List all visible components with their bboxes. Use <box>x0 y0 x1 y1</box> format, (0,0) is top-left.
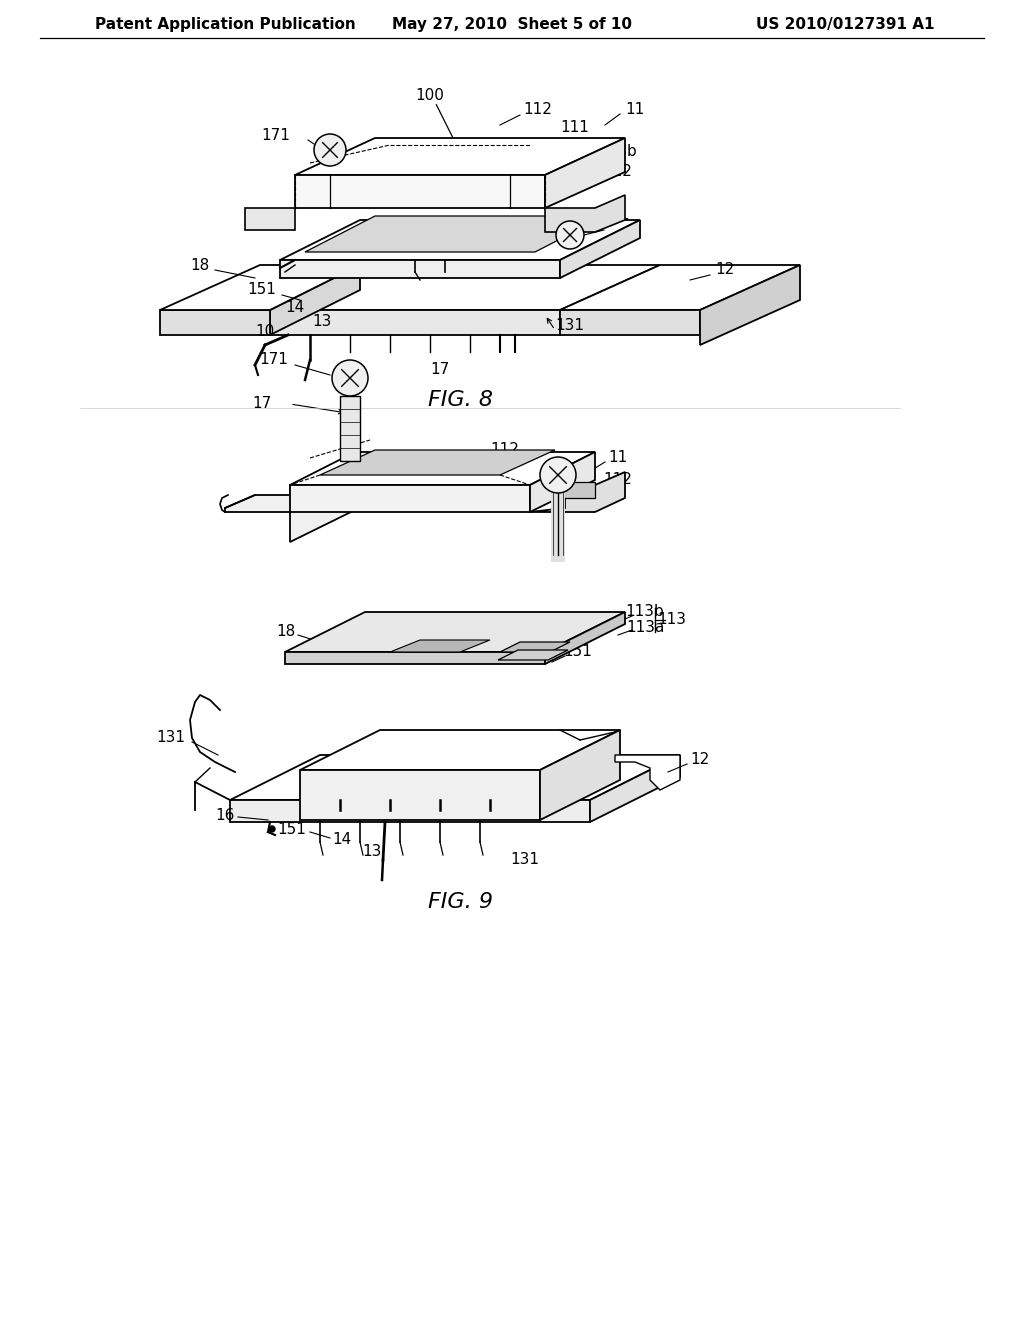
Polygon shape <box>290 484 530 512</box>
Text: 171: 171 <box>261 128 291 143</box>
Polygon shape <box>530 473 625 512</box>
Text: 18: 18 <box>276 624 296 639</box>
Polygon shape <box>560 310 700 335</box>
Polygon shape <box>700 265 800 345</box>
Text: FIG. 9: FIG. 9 <box>427 892 493 912</box>
Text: 13: 13 <box>362 845 382 859</box>
Text: 17: 17 <box>430 363 450 378</box>
Polygon shape <box>285 612 625 652</box>
Polygon shape <box>545 195 625 232</box>
Text: 12: 12 <box>716 263 734 277</box>
Polygon shape <box>270 265 660 310</box>
Text: 100: 100 <box>416 87 444 103</box>
Text: 131: 131 <box>555 318 585 333</box>
Text: 11: 11 <box>626 103 645 117</box>
Text: 14: 14 <box>333 833 351 847</box>
Polygon shape <box>590 755 680 822</box>
Text: 10: 10 <box>255 325 274 339</box>
Polygon shape <box>300 730 620 770</box>
Text: Patent Application Publication: Patent Application Publication <box>95 17 355 33</box>
Polygon shape <box>230 800 590 822</box>
Text: 14: 14 <box>286 301 304 315</box>
Polygon shape <box>245 209 295 230</box>
Polygon shape <box>545 612 625 664</box>
Text: 12: 12 <box>690 752 710 767</box>
Text: 113b: 113b <box>626 605 665 619</box>
Wedge shape <box>333 378 367 396</box>
Text: 11: 11 <box>608 450 628 466</box>
Text: 112: 112 <box>523 103 552 117</box>
Text: 151: 151 <box>563 644 593 660</box>
Text: 151: 151 <box>248 282 276 297</box>
Polygon shape <box>560 220 640 279</box>
Polygon shape <box>270 310 560 335</box>
Polygon shape <box>530 451 595 512</box>
Circle shape <box>269 826 275 832</box>
Text: 131: 131 <box>511 853 540 867</box>
Text: 111: 111 <box>560 120 590 136</box>
Polygon shape <box>225 484 355 543</box>
Text: 17: 17 <box>253 396 272 412</box>
Text: FIG. 8: FIG. 8 <box>427 389 493 411</box>
Polygon shape <box>498 649 568 660</box>
Wedge shape <box>315 150 345 166</box>
Text: 13: 13 <box>312 314 332 330</box>
Text: 112: 112 <box>603 473 633 487</box>
Text: 112: 112 <box>603 165 633 180</box>
Text: 113b: 113b <box>599 144 637 160</box>
Polygon shape <box>540 730 620 820</box>
Text: 112: 112 <box>490 442 519 458</box>
Circle shape <box>540 457 575 492</box>
Polygon shape <box>300 770 540 820</box>
Text: 131: 131 <box>156 730 185 746</box>
Polygon shape <box>160 310 270 335</box>
Wedge shape <box>557 235 583 249</box>
Text: 171: 171 <box>603 218 633 232</box>
Wedge shape <box>541 475 574 492</box>
Polygon shape <box>340 396 359 461</box>
Polygon shape <box>285 652 545 664</box>
Polygon shape <box>615 755 680 789</box>
Text: US 2010/0127391 A1: US 2010/0127391 A1 <box>757 17 935 33</box>
Polygon shape <box>545 139 625 209</box>
Text: 111: 111 <box>527 458 556 473</box>
Polygon shape <box>500 642 570 652</box>
Polygon shape <box>295 176 545 209</box>
Text: 151: 151 <box>278 822 306 837</box>
Polygon shape <box>560 265 800 310</box>
Text: 113a: 113a <box>626 620 665 635</box>
Polygon shape <box>280 260 560 279</box>
Text: 18: 18 <box>190 257 210 272</box>
Circle shape <box>332 360 368 396</box>
Polygon shape <box>295 139 625 176</box>
Polygon shape <box>319 450 555 475</box>
Polygon shape <box>290 451 595 484</box>
Text: 16: 16 <box>215 808 234 822</box>
Polygon shape <box>555 482 595 498</box>
Circle shape <box>556 220 584 249</box>
Text: 113: 113 <box>657 612 686 627</box>
Circle shape <box>314 135 346 166</box>
Text: 171: 171 <box>435 465 465 479</box>
Text: 171: 171 <box>259 352 288 367</box>
Text: May 27, 2010  Sheet 5 of 10: May 27, 2010 Sheet 5 of 10 <box>392 17 632 33</box>
Polygon shape <box>305 216 605 252</box>
Polygon shape <box>160 265 360 310</box>
Polygon shape <box>230 755 680 800</box>
Polygon shape <box>280 220 640 260</box>
Text: 171: 171 <box>435 480 465 495</box>
Polygon shape <box>390 640 490 652</box>
Polygon shape <box>270 265 360 335</box>
